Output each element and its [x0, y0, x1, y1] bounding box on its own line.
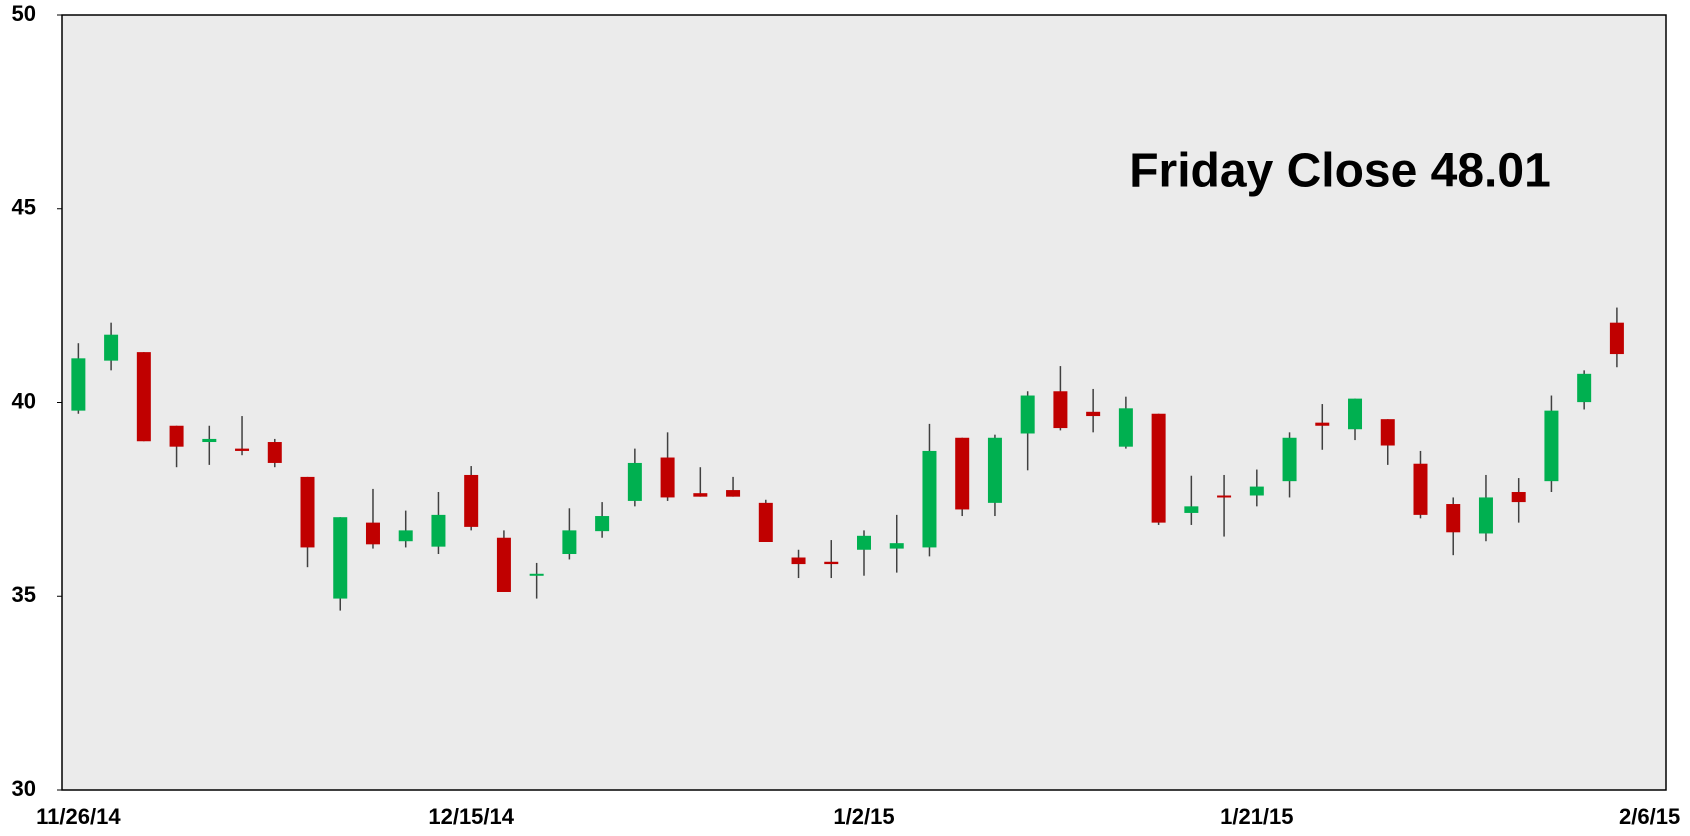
y-tick-label: 45: [12, 195, 36, 220]
candle-body: [693, 493, 708, 497]
candle-body: [627, 462, 642, 501]
candle-body: [562, 530, 577, 555]
candle-body: [955, 437, 970, 510]
candle-body: [365, 522, 380, 545]
plot-area: [61, 14, 1667, 791]
candle-body: [1446, 504, 1461, 533]
candle-body: [1511, 492, 1526, 503]
y-tick-label: 35: [12, 582, 36, 607]
y-tick-label: 40: [12, 388, 36, 413]
candle-body: [791, 557, 806, 565]
candle-body: [1413, 463, 1428, 515]
annotation: Friday Close 48.01: [1129, 145, 1551, 198]
candle-body: [987, 437, 1002, 503]
candle-body: [889, 543, 904, 549]
x-tick-label: 11/26/14: [36, 804, 121, 829]
candle-body: [1053, 391, 1068, 429]
candle-body: [1282, 437, 1297, 482]
x-tick-label: 1/2/15: [833, 804, 894, 829]
candle-body: [1151, 413, 1166, 523]
candle-body: [660, 457, 675, 498]
candle-body: [104, 334, 119, 361]
candle-body: [1217, 495, 1232, 498]
candle-body: [1086, 411, 1101, 417]
candle-body: [71, 358, 86, 411]
candle-body: [1380, 419, 1395, 446]
candle-body: [1348, 398, 1363, 430]
candle-body: [202, 438, 217, 443]
candle-body: [726, 490, 741, 497]
x-tick-label: 2/6/15: [1619, 804, 1680, 829]
candle-body: [824, 561, 839, 565]
x-tick-label: 1/21/15: [1220, 804, 1293, 829]
candle-body: [496, 537, 511, 592]
candle-body: [267, 442, 282, 463]
candle-body: [1544, 410, 1559, 482]
y-tick-label: 30: [12, 776, 36, 801]
candle-body: [464, 474, 479, 527]
candle-body: [1020, 395, 1035, 434]
candle-body: [595, 516, 610, 532]
candle-body: [1577, 373, 1592, 403]
y-tick-label: 50: [12, 1, 36, 26]
candle-body: [758, 502, 773, 542]
candle-body: [1249, 486, 1264, 496]
candle-body: [922, 450, 937, 548]
candle-body: [235, 448, 250, 451]
candle-body: [169, 425, 184, 447]
candle-body: [1184, 506, 1199, 513]
candle-body: [1609, 322, 1624, 355]
candle-body: [136, 352, 151, 442]
candle-body: [529, 573, 544, 576]
candle-body: [1118, 408, 1133, 447]
candle-body: [333, 517, 348, 599]
x-tick-label: 12/15/14: [428, 804, 514, 829]
candle-body: [300, 476, 315, 548]
candle-body: [431, 514, 446, 547]
candle-body: [857, 535, 871, 550]
candle-body: [398, 530, 413, 542]
candle-body: [1315, 422, 1330, 426]
candle-body: [1478, 497, 1493, 534]
